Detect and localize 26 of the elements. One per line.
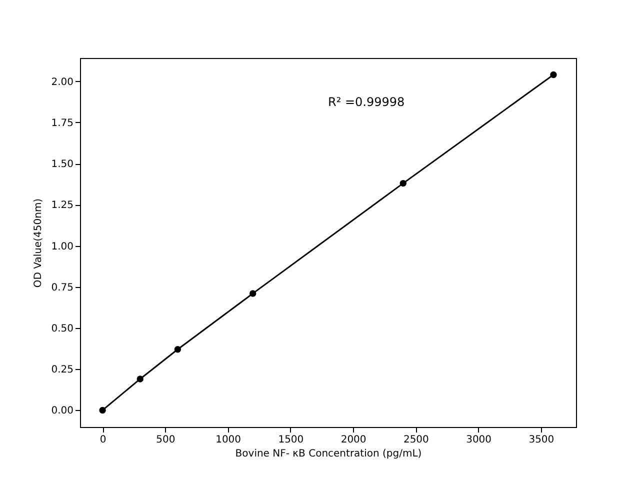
y-tick-label: 0.25 <box>51 364 74 376</box>
y-tick-label: 1.25 <box>51 200 74 212</box>
y-tick-label: 0.75 <box>51 282 74 294</box>
y-axis-title: OD Value(450nm) <box>33 198 44 288</box>
point <box>174 346 182 353</box>
point <box>136 376 144 382</box>
x-tick-label: 1000 <box>216 434 242 446</box>
x-tick-label: 3000 <box>466 434 492 446</box>
annotation: R² =0.99998 <box>328 95 405 109</box>
x-tick-label: 2000 <box>340 434 366 446</box>
point <box>249 290 256 297</box>
y-tick-label: 0.00 <box>51 406 74 417</box>
x-tick-label: 500 <box>156 434 176 446</box>
y-tick-label: 2.00 <box>51 76 74 88</box>
y-tick-label: 1.75 <box>51 118 74 129</box>
x-tick-label: 3500 <box>528 434 554 446</box>
point <box>99 406 106 414</box>
y-tick-label: 1.50 <box>51 159 74 170</box>
x-tick-label: 1500 <box>278 434 304 446</box>
x-tick-label: 0 <box>100 434 106 446</box>
y-tick-label: 0.50 <box>51 324 74 335</box>
point <box>400 180 407 187</box>
x-tick-label: 2500 <box>403 434 429 446</box>
x-axis-title: Bovine NF- κB Concentration (pg/mL) <box>235 448 422 460</box>
y-tick-label: 1.00 <box>51 241 74 252</box>
point <box>550 71 557 78</box>
